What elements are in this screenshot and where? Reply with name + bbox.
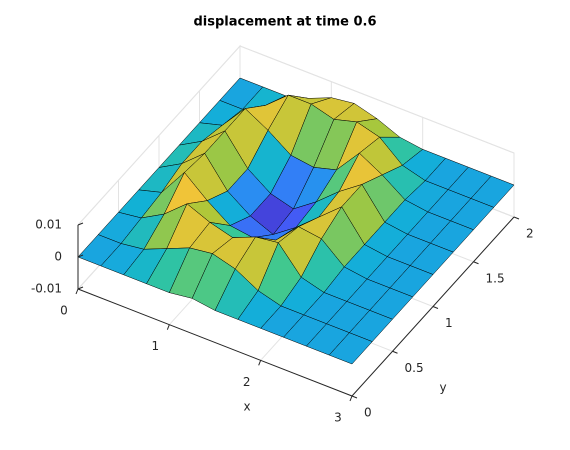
- tick-mark: [77, 222, 84, 226]
- tick-mark: [77, 254, 84, 258]
- tick-mark: [513, 216, 520, 220]
- z-tick-label: 0: [54, 250, 62, 264]
- z-tick-label: -0.01: [31, 282, 62, 296]
- x-tick-label: 1: [152, 339, 160, 353]
- x-tick-label: 2: [243, 375, 251, 389]
- tick-mark: [392, 350, 398, 354]
- y-tick-label: 0: [364, 406, 372, 420]
- tick-mark: [258, 360, 262, 366]
- x-axis-label: x: [243, 400, 250, 414]
- grid-line: [77, 45, 241, 226]
- tick-mark: [432, 306, 439, 309]
- y-tick-label: 2: [526, 227, 534, 241]
- x-tick-label: 0: [60, 304, 68, 318]
- y-tick-label: 0.5: [405, 361, 424, 375]
- z-tick-label: 0.01: [35, 218, 62, 232]
- x-tick-label: 3: [334, 411, 342, 425]
- y-axis-label: y: [439, 381, 446, 395]
- y-tick-label: 1.5: [486, 271, 505, 285]
- tick-mark: [349, 395, 353, 402]
- tick-mark: [473, 261, 479, 265]
- tick-mark: [77, 286, 84, 290]
- chart-title: displacement at time 0.6: [193, 15, 376, 30]
- tick-mark: [351, 395, 358, 399]
- grid-line: [239, 45, 515, 154]
- y-tick-label: 1: [445, 316, 453, 330]
- tick-mark: [75, 288, 79, 295]
- tick-mark: [166, 324, 170, 330]
- x-axis: [77, 288, 353, 397]
- surface-patch: [328, 332, 373, 365]
